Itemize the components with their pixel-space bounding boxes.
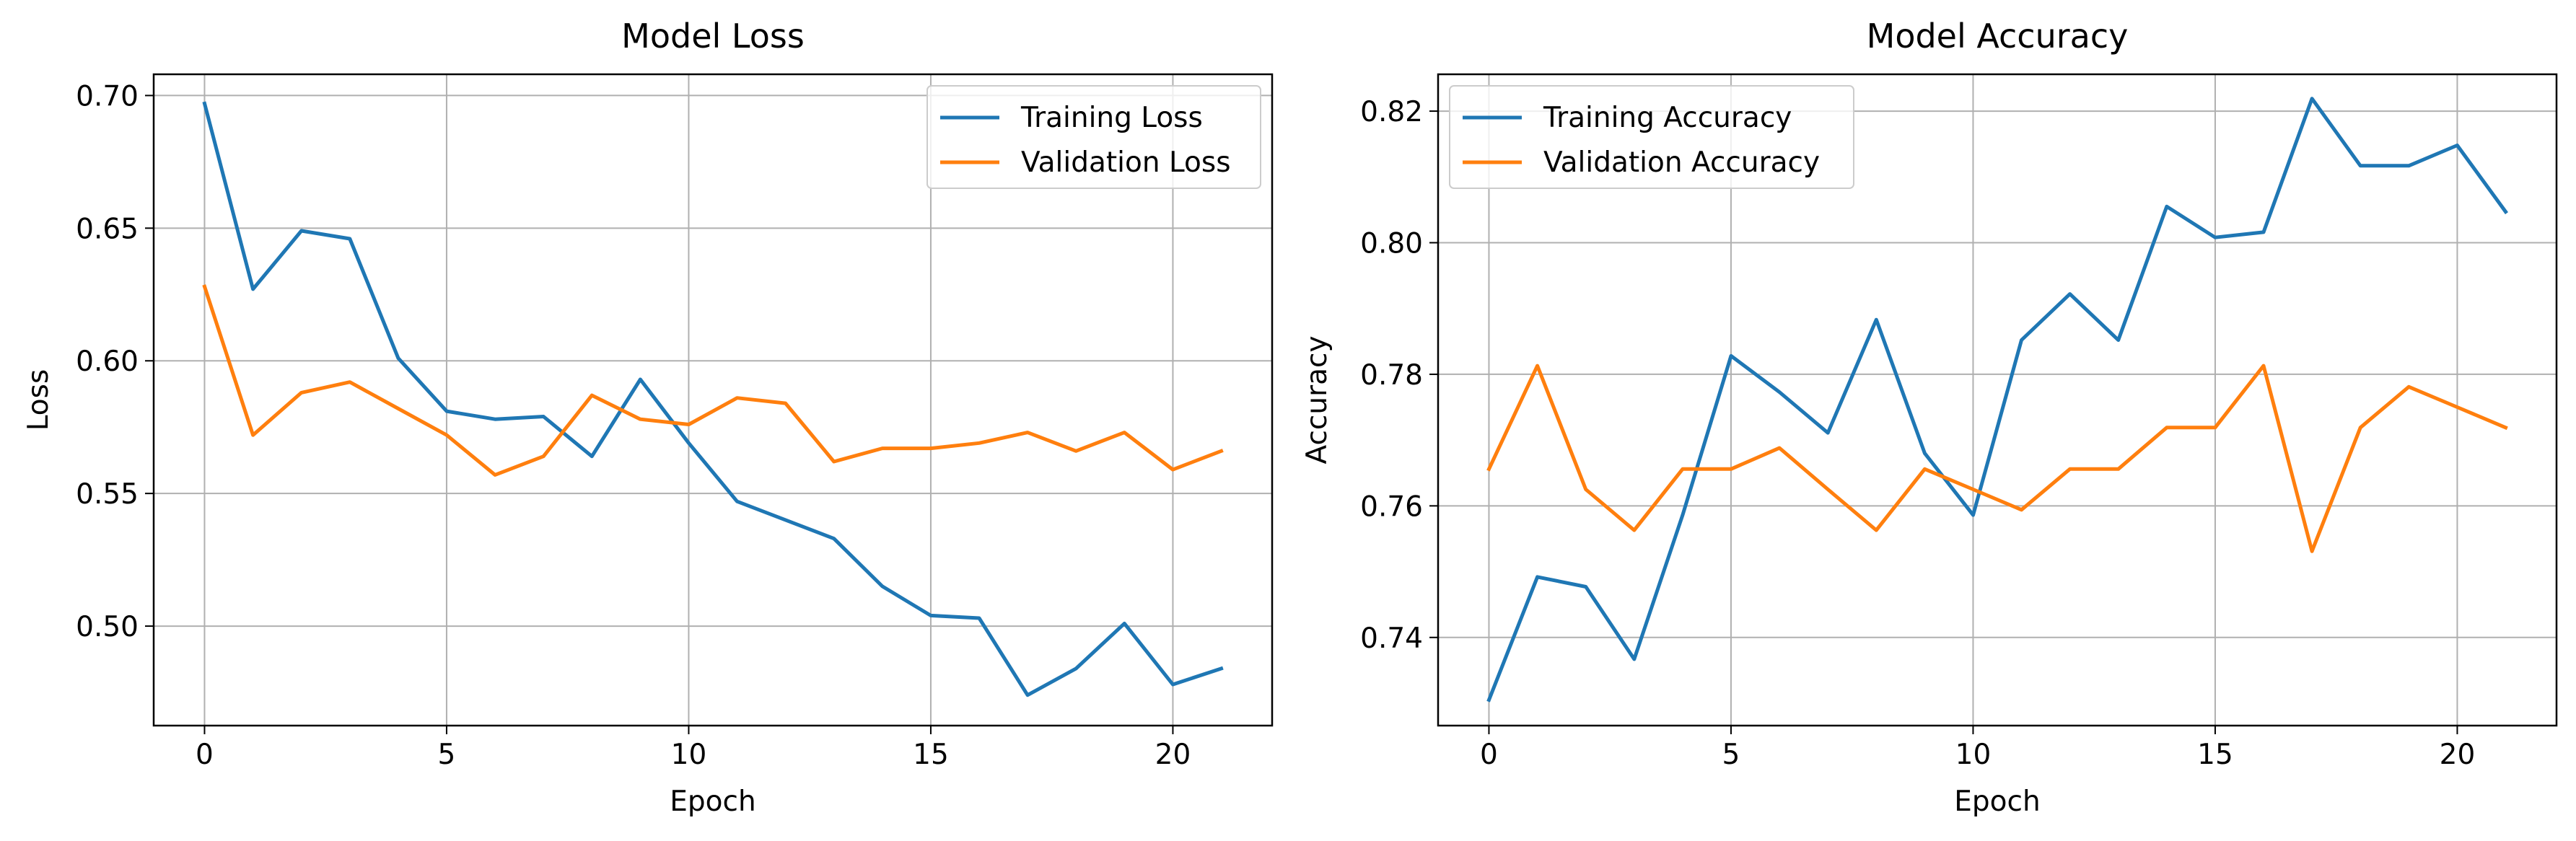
plot-frame <box>152 73 1274 727</box>
y-axis-label: Loss <box>22 369 55 431</box>
series-line-0 <box>202 101 1224 697</box>
y-tick-label: 0.60 <box>76 345 139 378</box>
legend-label-1: Validation Accuracy <box>1543 146 1820 179</box>
y-tick-label: 0.74 <box>1360 622 1423 655</box>
legend-label-0: Training Accuracy <box>1543 102 1792 134</box>
x-tick-label: 10 <box>1955 739 1992 771</box>
y-axis-label: Accuracy <box>1301 335 1333 464</box>
plot-frame <box>1437 73 2558 727</box>
x-tick-label: 5 <box>438 739 456 771</box>
x-axis-label: Epoch <box>670 785 755 818</box>
chart-title: Model Loss <box>621 17 805 56</box>
legend-label-1: Validation Loss <box>1021 146 1231 179</box>
y-tick-label: 0.65 <box>76 213 139 245</box>
y-tick-label: 0.76 <box>1360 490 1423 523</box>
y-tick-label: 0.82 <box>1360 96 1423 128</box>
legend-box <box>1449 85 1854 189</box>
chart-panel-1: 0 5 10 15 20 0.74 0.76 0.78 0.80 0.82 Model Accura… <box>1301 17 2558 818</box>
legend: Training Accuracy Validation Accuracy <box>1449 85 1854 189</box>
x-tick-label: 0 <box>1480 739 1498 771</box>
legend-box <box>926 85 1261 189</box>
series-line-1 <box>1486 364 2508 553</box>
x-axis-label: Epoch <box>1954 785 2040 818</box>
legend-label-0: Training Loss <box>1020 102 1203 134</box>
series-line-1 <box>202 284 1224 477</box>
y-tick-label: 0.70 <box>76 80 139 113</box>
x-tick-label: 20 <box>2440 739 2476 771</box>
x-tick-label: 5 <box>1722 739 1740 771</box>
x-tick-label: 15 <box>2197 739 2233 771</box>
x-tick-label: 10 <box>671 739 707 771</box>
x-tick-label: 20 <box>1155 739 1191 771</box>
y-tick-label: 0.55 <box>76 478 139 511</box>
x-tick-label: 15 <box>913 739 949 771</box>
y-tick-label: 0.50 <box>76 611 139 643</box>
x-tick-label: 0 <box>196 739 214 771</box>
chart-title: Model Accuracy <box>1867 17 2129 56</box>
y-tick-label: 0.78 <box>1360 359 1423 392</box>
y-tick-label: 0.80 <box>1360 228 1423 260</box>
legend: Training Loss Validation Loss <box>926 85 1261 189</box>
chart-panel-0: 0 5 10 15 20 0.50 0.55 0.60 0.65 0.70 Model Loss Ep… <box>22 17 1274 818</box>
series-line-0 <box>1486 97 2508 703</box>
